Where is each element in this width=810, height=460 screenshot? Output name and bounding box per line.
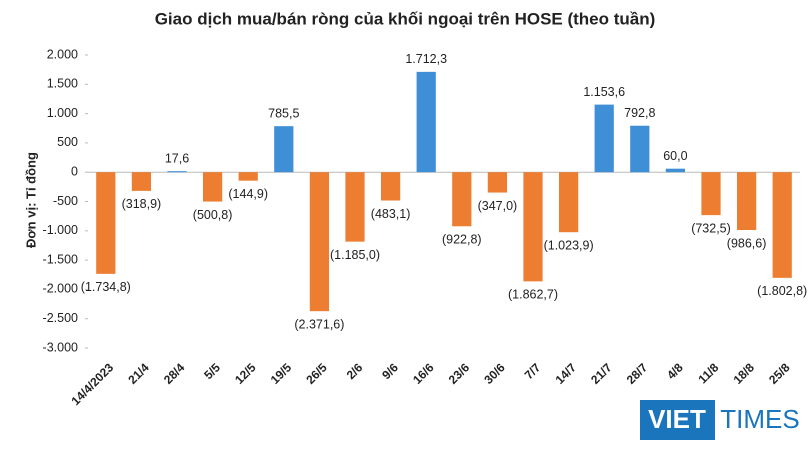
x-tick-label: 30/6 (481, 360, 508, 387)
bar (345, 172, 365, 242)
y-tick-label: 1.000 (47, 106, 78, 120)
x-tick-label: 23/6 (446, 360, 473, 387)
value-label: (1.734,8) (81, 280, 131, 294)
y-tick-label: 1.500 (47, 77, 78, 91)
y-tick-label: -2.000 (43, 282, 78, 296)
x-tick-label: 28/4 (161, 360, 188, 387)
value-label: 1.712,3 (405, 52, 447, 66)
bar (202, 172, 223, 202)
bar (309, 172, 330, 312)
x-tick-label: 21/4 (125, 360, 152, 387)
x-tick-label: 16/6 (410, 360, 437, 387)
y-axis-label: Đơn vị: Tỉ đồng (23, 152, 38, 248)
y-tick-label: -1.000 (43, 223, 78, 237)
x-tick-label: 12/5 (232, 360, 259, 387)
y-tick-label: 2.000 (47, 47, 78, 61)
bar (380, 172, 401, 201)
x-tick-label: 2/6 (344, 360, 366, 382)
y-tick-label: 0 (71, 164, 78, 178)
bar (487, 172, 508, 193)
bar (238, 172, 258, 181)
value-label: 17,6 (165, 151, 189, 165)
bar (558, 172, 579, 233)
x-tick-label: 11/8 (695, 360, 721, 386)
value-label: (144,9) (228, 187, 268, 201)
bar (736, 172, 757, 231)
x-tick-label: 28/7 (624, 360, 651, 387)
x-tick-label: 26/5 (303, 360, 330, 387)
x-tick-label: 9/6 (379, 360, 401, 382)
bar (630, 125, 650, 173)
value-label: (1.023,9) (544, 238, 594, 252)
x-tick-label: 21/7 (588, 360, 615, 387)
value-label: (1.185,0) (330, 248, 380, 262)
y-tick-label: -1.500 (43, 252, 78, 266)
value-label: 1.153,6 (583, 85, 625, 99)
x-tick-label: 25/8 (766, 360, 793, 387)
bar (701, 172, 721, 216)
bar (96, 172, 116, 274)
x-tick-label: 19/5 (268, 360, 295, 387)
bar (594, 104, 614, 173)
value-label: (922,8) (442, 233, 482, 247)
bar (665, 168, 686, 173)
chart-title: Giao dịch mua/bán ròng của khối ngoại tr… (155, 9, 656, 28)
bar (167, 171, 187, 173)
value-label: (1.802,8) (757, 284, 807, 298)
logo-text: VIET (648, 404, 706, 434)
value-label: 785,5 (268, 106, 299, 120)
y-tick-label: -2.500 (43, 311, 78, 325)
bar (131, 172, 152, 191)
x-tick-label: 7/7 (522, 360, 544, 382)
x-tick-label: 14/4/2023 (69, 360, 117, 408)
value-label: (1.862,7) (508, 288, 558, 302)
y-tick-label: -3.000 (43, 340, 78, 354)
value-label: (986,6) (727, 236, 767, 250)
logo-text: TIMES (720, 404, 799, 434)
value-label: (483,1) (371, 207, 411, 221)
value-label: (2.371,6) (294, 317, 344, 331)
y-tick-label: -500 (53, 194, 78, 208)
x-tick-label: 4/8 (664, 360, 686, 382)
bar (772, 172, 792, 278)
bar (452, 172, 472, 227)
value-label: (318,9) (122, 197, 162, 211)
value-label: (500,8) (193, 208, 233, 222)
value-label: (347,0) (478, 199, 518, 213)
value-label: (732,5) (691, 221, 731, 235)
value-label: 792,8 (624, 106, 655, 120)
bar (523, 172, 543, 282)
bar (416, 71, 436, 173)
x-tick-label: 18/8 (731, 360, 758, 387)
x-tick-label: 14/7 (553, 360, 580, 387)
bar (274, 126, 294, 173)
x-tick-label: 5/5 (201, 360, 223, 382)
value-label: 60,0 (663, 149, 687, 163)
logo-box (640, 400, 715, 440)
y-tick-label: 500 (57, 135, 78, 149)
